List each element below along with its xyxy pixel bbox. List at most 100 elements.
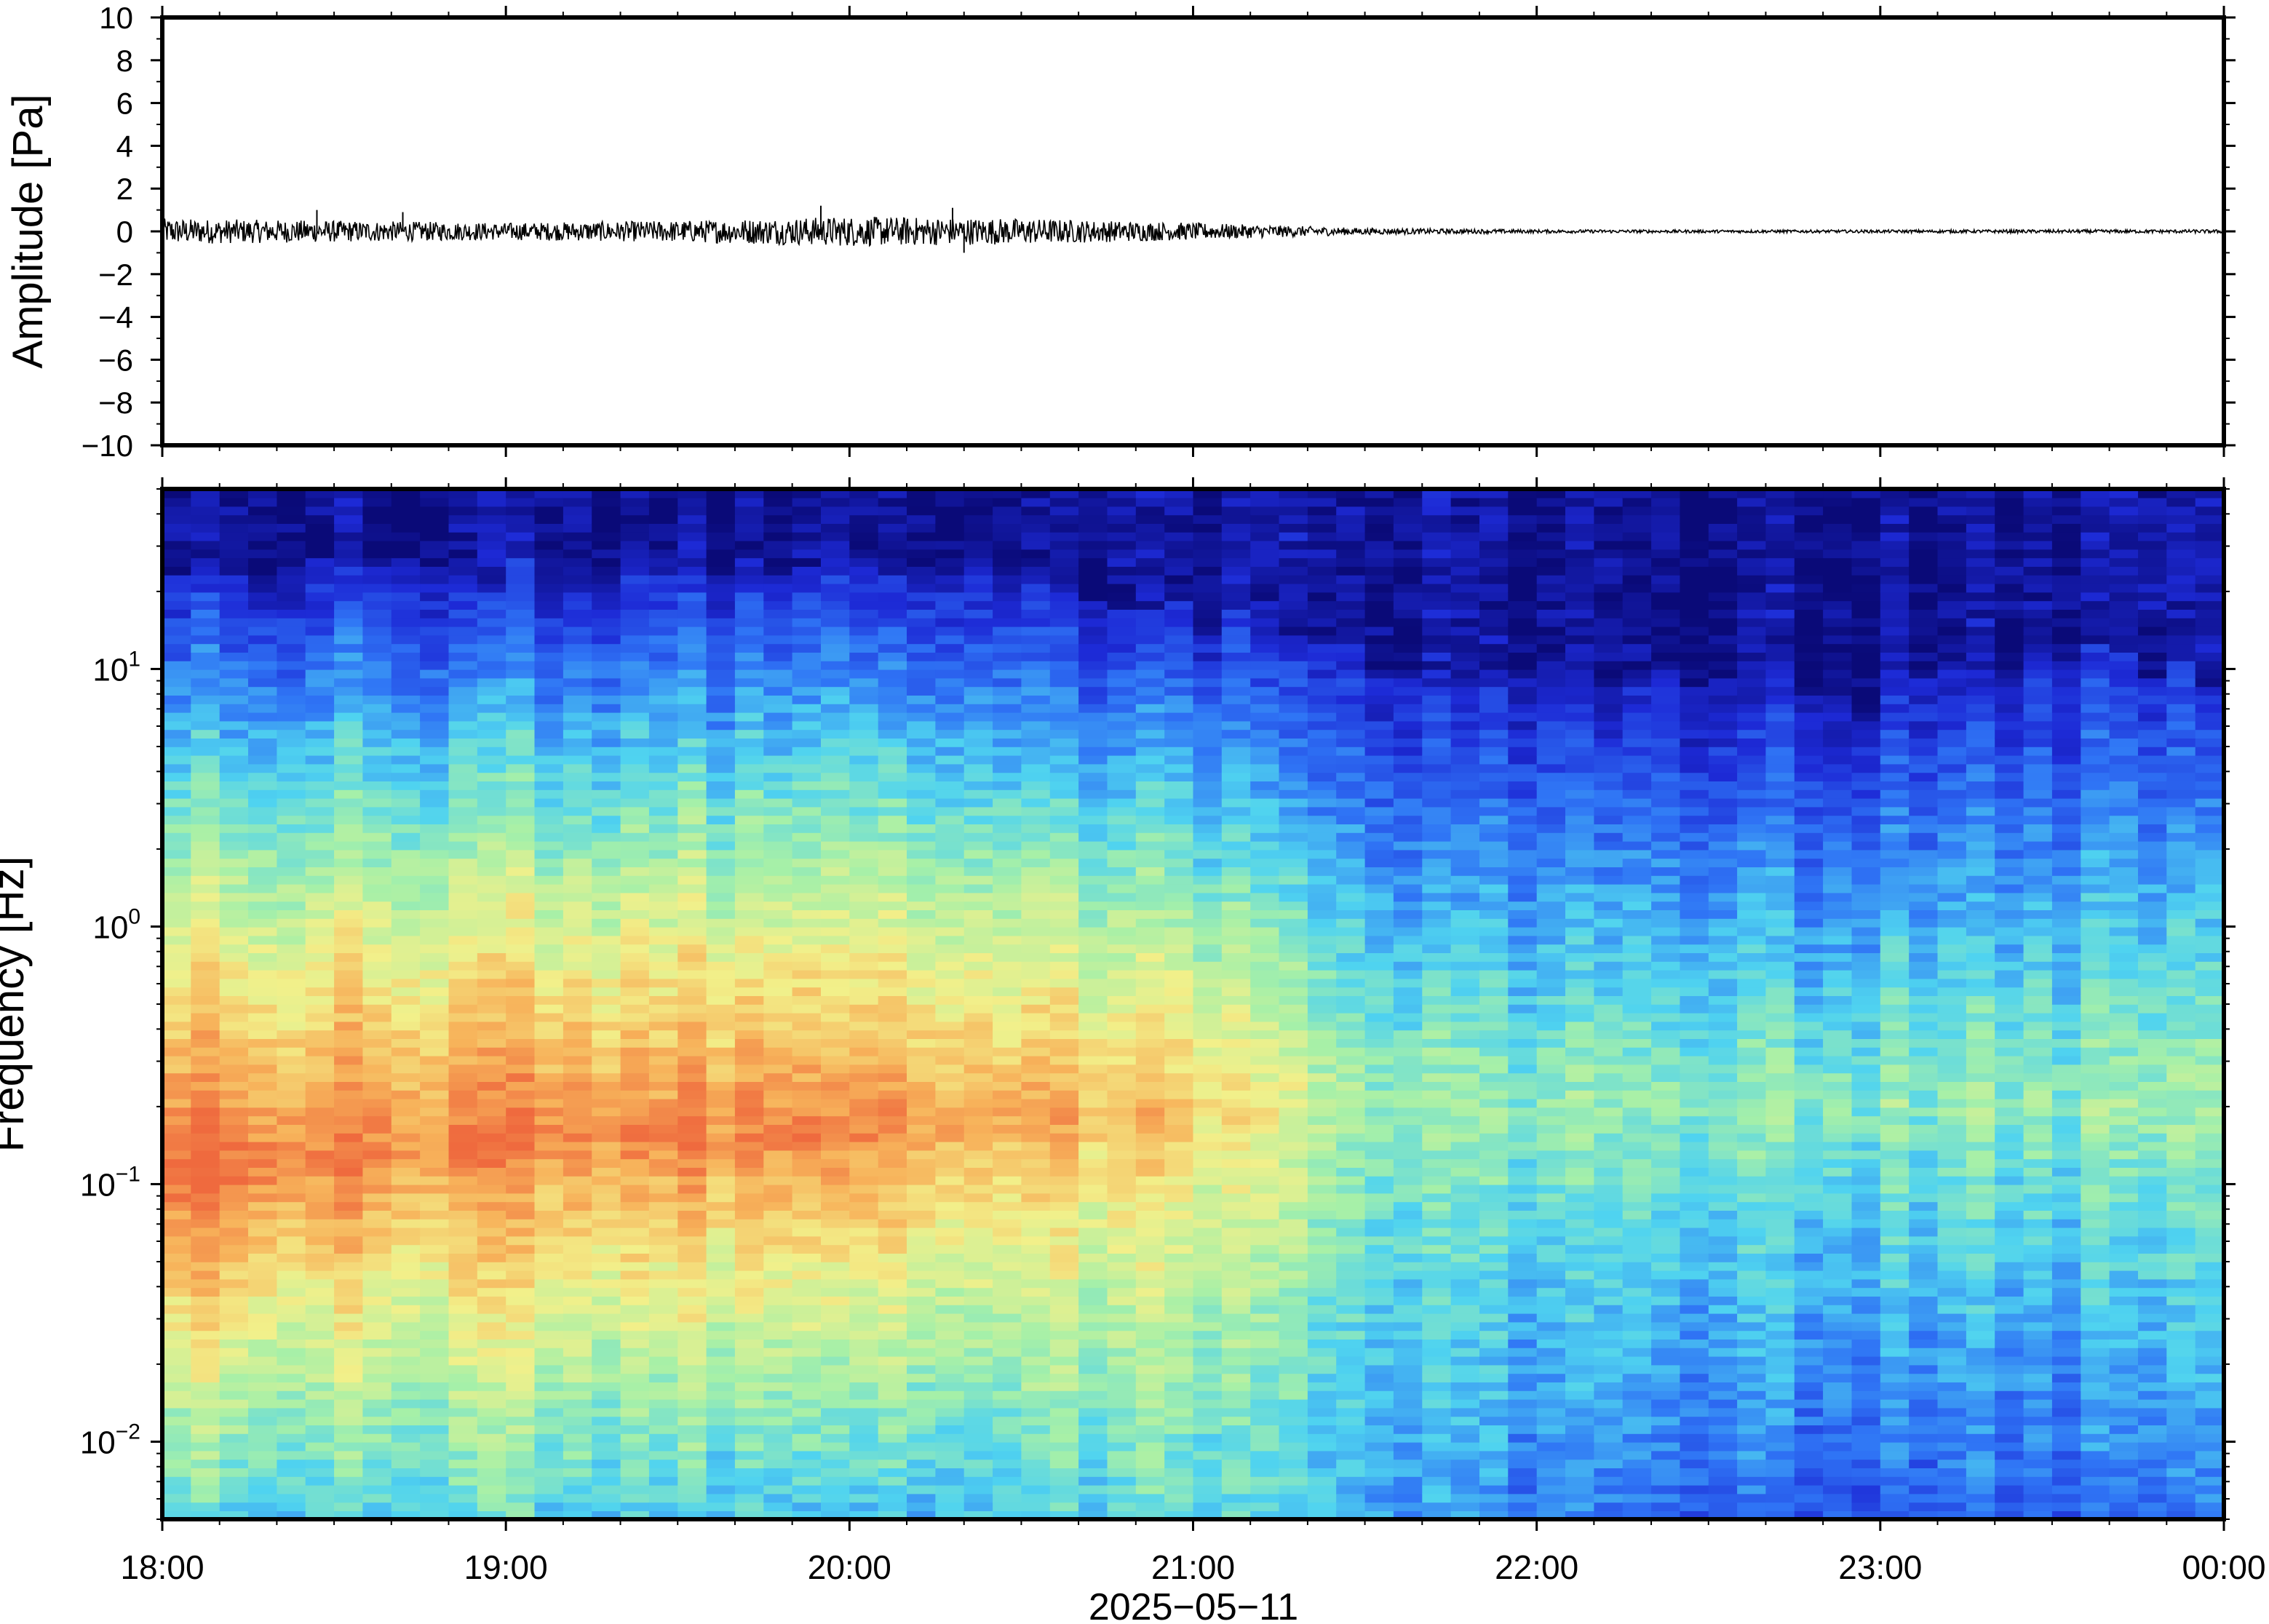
- spectrogram-cell: [334, 1348, 364, 1357]
- spectrogram-cell: [648, 1038, 678, 1048]
- spectrogram-cell: [1221, 1382, 1251, 1391]
- spectrogram-cell: [734, 935, 764, 945]
- spectrogram-cell: [993, 592, 1022, 602]
- spectrogram-cell: [1193, 909, 1223, 919]
- spectrogram-cell: [219, 1425, 249, 1434]
- spectrogram-cell: [391, 686, 421, 696]
- spectrogram-cell: [1221, 763, 1251, 773]
- spectrogram-cell: [305, 557, 335, 567]
- spectrogram-cell: [219, 566, 249, 576]
- spectrogram-cell: [191, 1253, 220, 1262]
- spectrogram-cell: [763, 1047, 793, 1056]
- spectrogram-cell: [878, 1364, 907, 1374]
- spectrogram-cell: [1307, 1390, 1337, 1400]
- spectrogram-cell: [1164, 1167, 1194, 1177]
- spectrogram-cell: [534, 1012, 564, 1022]
- spectrogram-cell: [219, 1133, 249, 1142]
- spectrogram-cell: [162, 1090, 192, 1099]
- spectrogram-cell: [763, 1433, 793, 1443]
- spectrogram-cell: [191, 1107, 220, 1117]
- spectrogram-cell: [706, 1484, 736, 1494]
- spectrogram-cell: [1135, 1484, 1165, 1494]
- spectrogram-cell: [763, 1167, 793, 1177]
- spectrogram-cell: [277, 935, 306, 945]
- spectrogram-cell: [191, 1339, 220, 1348]
- spectrogram-cell: [563, 1133, 592, 1142]
- spectrogram-cell: [391, 738, 421, 747]
- spectrogram-cell: [1049, 729, 1079, 739]
- spectrogram-cell: [1164, 1047, 1194, 1056]
- spectrogram-cell: [420, 1219, 450, 1228]
- spectrogram-cell: [477, 1055, 506, 1065]
- spectrogram-cell: [1049, 497, 1079, 507]
- spectrogram-cell: [1078, 514, 1108, 524]
- spectrogram-cell: [448, 755, 478, 765]
- spectrogram-cell: [162, 867, 192, 876]
- spectrogram-cell: [907, 677, 937, 688]
- spectrogram-cell: [219, 1184, 249, 1194]
- spectrogram-cell: [648, 557, 678, 567]
- spectrogram-cell: [821, 1210, 851, 1219]
- spectrogram-cell: [907, 618, 937, 627]
- spectrogram-cell: [420, 1133, 450, 1142]
- spectrogram-cell: [763, 575, 793, 584]
- spectrogram-cell: [706, 1321, 736, 1332]
- spectrogram-cell: [1135, 695, 1165, 704]
- spectrogram-cell: [706, 720, 736, 731]
- spectrogram-cell: [248, 1468, 278, 1477]
- spectrogram-cell: [907, 1313, 937, 1323]
- spectrogram-cell: [506, 1433, 536, 1443]
- spectrogram-cell: [792, 566, 822, 576]
- spectrogram-cell: [305, 506, 335, 516]
- spectrogram-cell: [448, 1098, 478, 1108]
- spectrogram-cell: [592, 944, 621, 953]
- spectrogram-cell: [592, 738, 621, 747]
- spectrogram-cell: [334, 1459, 364, 1468]
- spectrogram-cell: [334, 1012, 364, 1022]
- spectrogram-cell: [993, 1278, 1022, 1289]
- spectrogram-cell: [420, 497, 450, 507]
- spectrogram-cell: [334, 1450, 364, 1460]
- spectrogram-cell: [448, 883, 478, 893]
- spectrogram-cell: [305, 1133, 335, 1142]
- spectrogram-cell: [935, 523, 965, 533]
- spectrogram-cell: [506, 978, 536, 988]
- spectrogram-cell: [448, 634, 478, 645]
- spectrogram-cell: [362, 1296, 392, 1305]
- spectrogram-cell: [821, 987, 851, 996]
- spectrogram-cell: [620, 755, 650, 765]
- spectrogram-cell: [849, 634, 879, 645]
- spectrogram-cell: [763, 987, 793, 996]
- spectrogram-cell: [1279, 1133, 1308, 1142]
- spectrogram-cell: [734, 858, 764, 867]
- spectrogram-cell: [935, 935, 965, 945]
- spectrogram-cell: [648, 609, 678, 618]
- spectrogram-cell: [448, 901, 478, 910]
- spectrogram-cell: [334, 1124, 364, 1134]
- spectrogram-cell: [935, 815, 965, 824]
- spectrogram-cell: [620, 523, 650, 533]
- spectrogram-cell: [706, 1356, 736, 1366]
- spectrogram-cell: [592, 1021, 621, 1031]
- spectrogram-cell: [821, 849, 851, 859]
- spectrogram-cell: [792, 1201, 822, 1211]
- spectrogram-cell: [1107, 1098, 1137, 1108]
- spectrogram-cell: [648, 1484, 678, 1494]
- spectrogram-cell: [448, 1433, 478, 1443]
- spectrogram-cell: [993, 1441, 1022, 1452]
- spectrogram-cell: [706, 712, 736, 722]
- spectrogram-cell: [706, 1407, 736, 1417]
- spectrogram-cell: [1049, 952, 1079, 962]
- spectrogram-cell: [792, 926, 822, 936]
- spectrogram-cell: [993, 806, 1022, 816]
- spectrogram-cell: [305, 1193, 335, 1203]
- spectrogram-cell: [506, 1133, 536, 1142]
- spectrogram-cell: [362, 1330, 392, 1340]
- spectrogram-cell: [534, 1330, 564, 1340]
- spectrogram-cell: [420, 747, 450, 756]
- spectrogram-cell: [563, 1193, 592, 1203]
- spectrogram-cell: [1135, 883, 1165, 893]
- spectrogram-cell: [1193, 1305, 1223, 1314]
- spectrogram-cell: [878, 909, 907, 919]
- spectrogram-cell: [534, 1167, 564, 1177]
